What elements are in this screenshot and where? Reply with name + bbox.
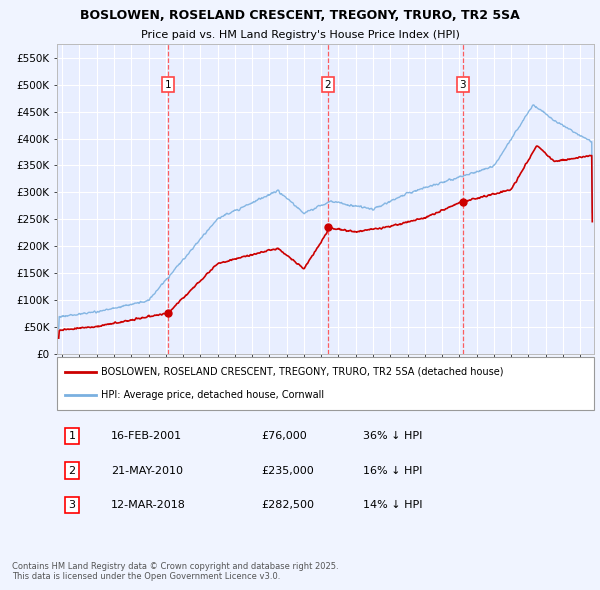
Text: 16% ↓ HPI: 16% ↓ HPI <box>363 466 422 476</box>
Text: 21-MAY-2010: 21-MAY-2010 <box>111 466 182 476</box>
Text: £235,000: £235,000 <box>261 466 314 476</box>
Text: 2: 2 <box>325 80 331 90</box>
Text: Contains HM Land Registry data © Crown copyright and database right 2025.
This d: Contains HM Land Registry data © Crown c… <box>12 562 338 581</box>
Text: £282,500: £282,500 <box>261 500 314 510</box>
Text: 2: 2 <box>68 466 76 476</box>
Text: 1: 1 <box>68 431 76 441</box>
Text: BOSLOWEN, ROSELAND CRESCENT, TREGONY, TRURO, TR2 5SA: BOSLOWEN, ROSELAND CRESCENT, TREGONY, TR… <box>80 9 520 22</box>
Text: 12-MAR-2018: 12-MAR-2018 <box>111 500 185 510</box>
FancyBboxPatch shape <box>57 357 594 410</box>
Text: 36% ↓ HPI: 36% ↓ HPI <box>363 431 422 441</box>
Text: 3: 3 <box>459 80 466 90</box>
Text: 3: 3 <box>68 500 76 510</box>
Text: BOSLOWEN, ROSELAND CRESCENT, TREGONY, TRURO, TR2 5SA (detached house): BOSLOWEN, ROSELAND CRESCENT, TREGONY, TR… <box>101 367 503 377</box>
Text: 16-FEB-2001: 16-FEB-2001 <box>111 431 182 441</box>
Text: HPI: Average price, detached house, Cornwall: HPI: Average price, detached house, Corn… <box>101 390 324 400</box>
Text: 1: 1 <box>164 80 171 90</box>
Text: Price paid vs. HM Land Registry's House Price Index (HPI): Price paid vs. HM Land Registry's House … <box>140 30 460 40</box>
Text: 14% ↓ HPI: 14% ↓ HPI <box>363 500 422 510</box>
Text: £76,000: £76,000 <box>261 431 307 441</box>
